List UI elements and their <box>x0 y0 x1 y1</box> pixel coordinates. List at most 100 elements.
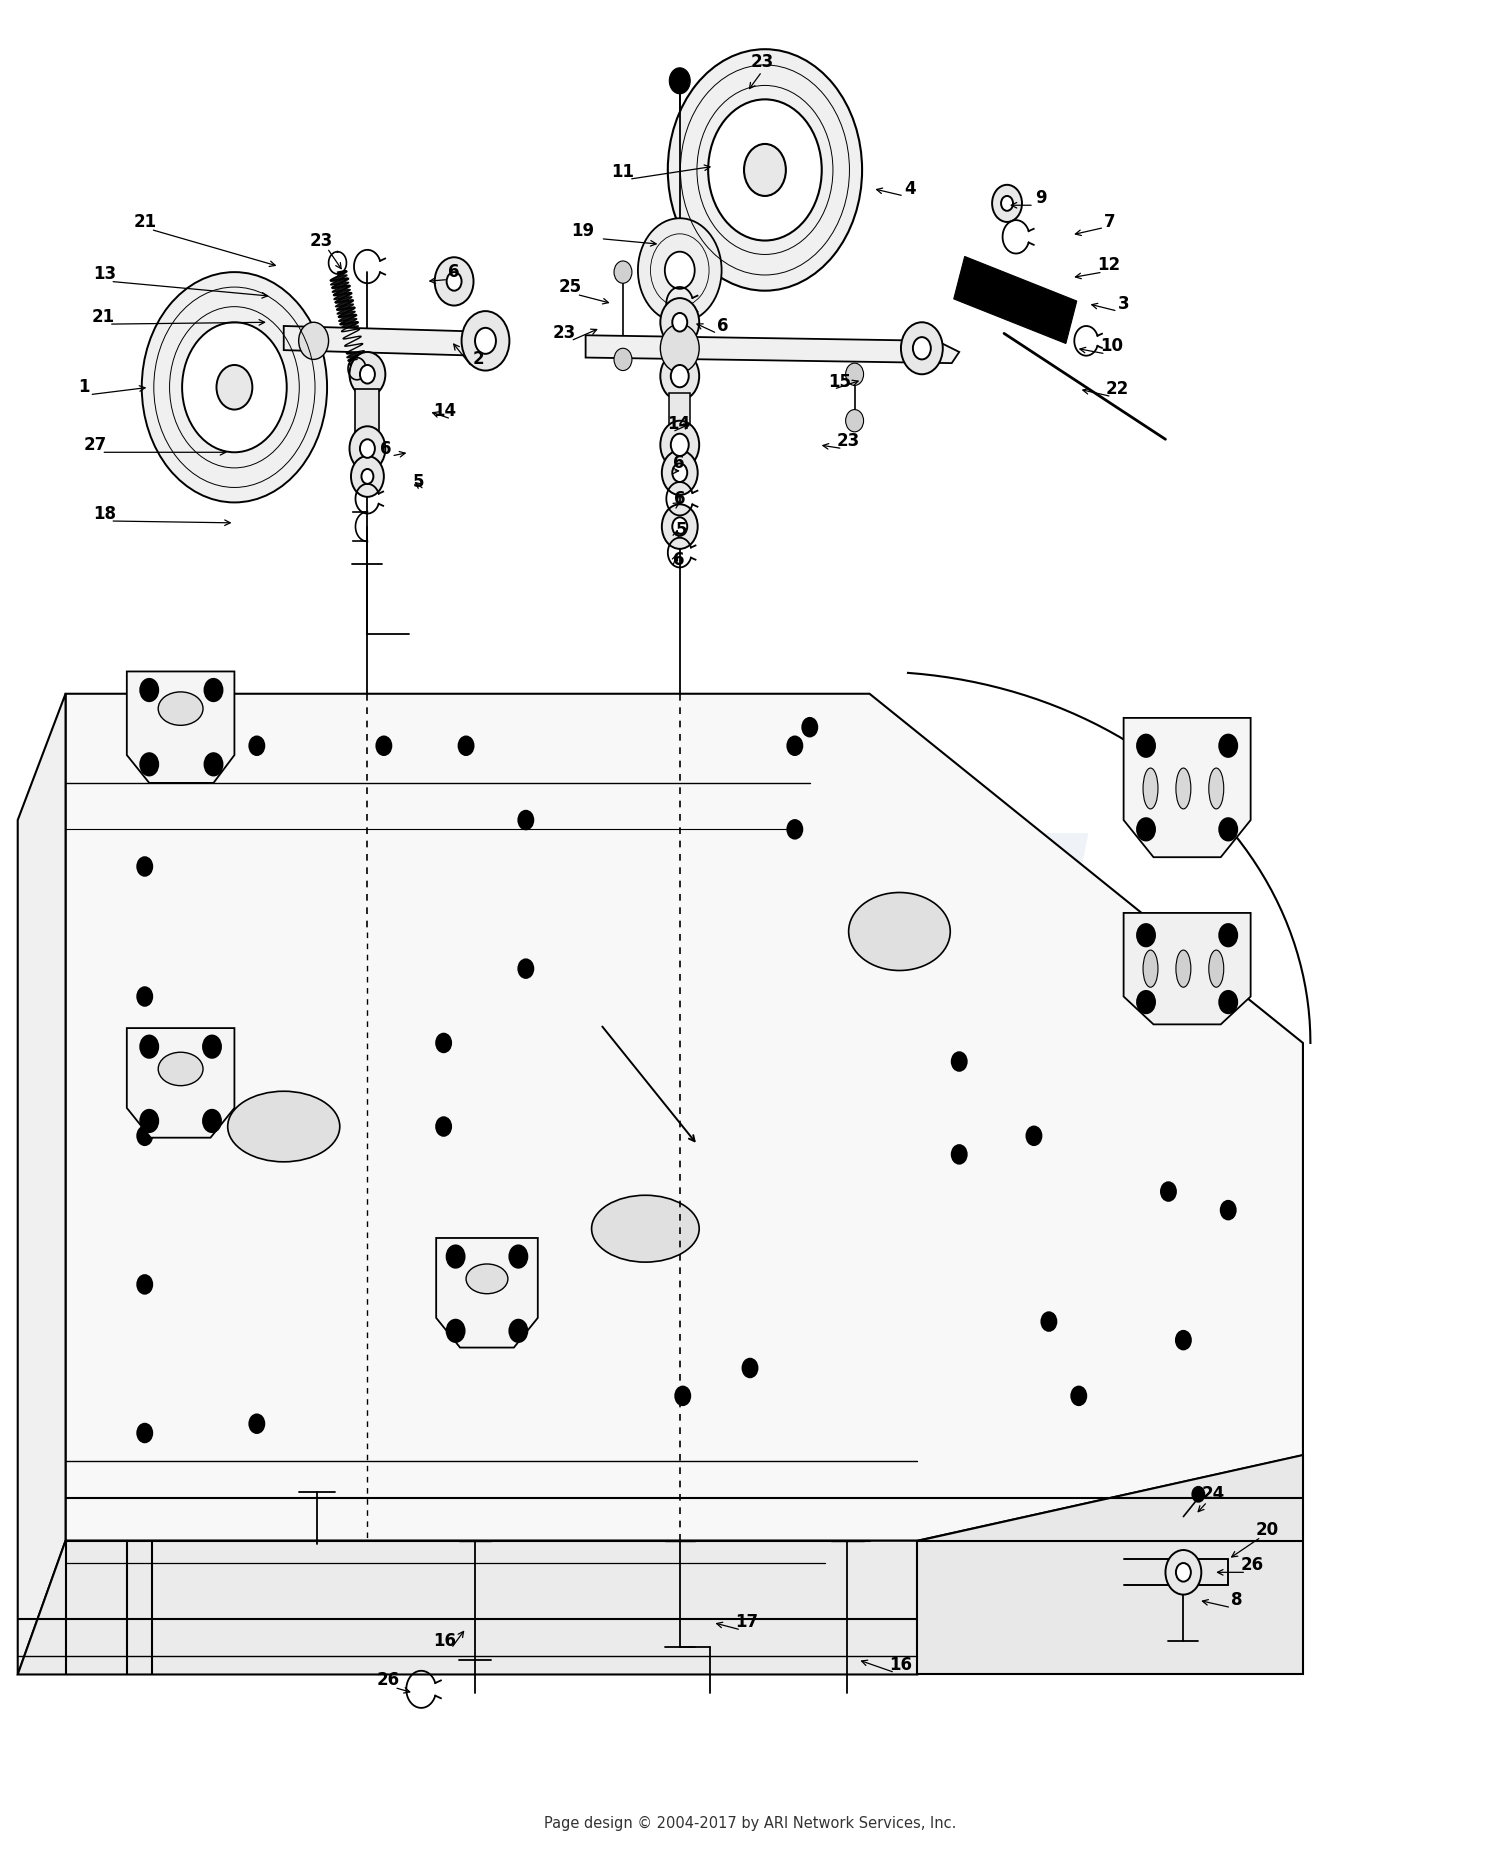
Circle shape <box>846 410 864 432</box>
Circle shape <box>660 352 699 401</box>
Circle shape <box>204 753 222 775</box>
Circle shape <box>141 1036 158 1058</box>
Text: 26: 26 <box>376 1671 400 1690</box>
Text: 7: 7 <box>1104 212 1116 231</box>
Circle shape <box>1221 1202 1236 1220</box>
Circle shape <box>436 1034 451 1053</box>
Text: 10: 10 <box>1100 337 1124 356</box>
Ellipse shape <box>1176 768 1191 809</box>
Circle shape <box>1137 991 1155 1013</box>
Text: 13: 13 <box>93 265 116 283</box>
Bar <box>669 393 690 430</box>
Text: 14: 14 <box>433 402 456 421</box>
Circle shape <box>1137 818 1155 840</box>
Circle shape <box>459 736 474 755</box>
Polygon shape <box>284 326 494 356</box>
Text: 3: 3 <box>1118 294 1130 313</box>
Circle shape <box>1176 1563 1191 1582</box>
Circle shape <box>672 464 687 483</box>
Circle shape <box>462 311 510 371</box>
Text: 2: 2 <box>472 350 484 369</box>
Ellipse shape <box>1143 950 1158 987</box>
Circle shape <box>298 322 328 360</box>
Circle shape <box>670 434 688 456</box>
Circle shape <box>672 313 687 332</box>
Circle shape <box>660 298 699 347</box>
Polygon shape <box>1124 717 1251 857</box>
Circle shape <box>638 218 722 322</box>
Circle shape <box>436 1118 451 1136</box>
Circle shape <box>350 427 386 471</box>
Circle shape <box>519 810 534 829</box>
Text: 6: 6 <box>448 263 460 281</box>
Text: 9: 9 <box>1035 188 1047 207</box>
Text: 14: 14 <box>666 415 690 434</box>
Text: 15: 15 <box>828 373 850 391</box>
Circle shape <box>519 959 534 978</box>
Circle shape <box>447 1244 465 1267</box>
Text: 26: 26 <box>1240 1556 1263 1574</box>
Circle shape <box>614 261 632 283</box>
Circle shape <box>1026 1127 1041 1146</box>
Text: 18: 18 <box>93 505 116 524</box>
Circle shape <box>202 1036 220 1058</box>
Circle shape <box>1137 734 1155 756</box>
Text: 6: 6 <box>672 551 684 568</box>
Ellipse shape <box>1209 950 1224 987</box>
Polygon shape <box>128 1028 234 1138</box>
Circle shape <box>360 365 375 384</box>
Circle shape <box>672 518 687 537</box>
Ellipse shape <box>1209 768 1224 809</box>
Circle shape <box>1192 1487 1204 1502</box>
Text: 6: 6 <box>674 490 686 509</box>
Polygon shape <box>1124 913 1251 1025</box>
Text: 16: 16 <box>890 1656 912 1675</box>
Circle shape <box>1071 1386 1086 1405</box>
Circle shape <box>204 678 222 700</box>
Circle shape <box>1176 1330 1191 1349</box>
Circle shape <box>1220 924 1238 946</box>
Circle shape <box>1137 924 1155 946</box>
Text: 6: 6 <box>672 455 684 473</box>
Text: 5: 5 <box>675 522 687 538</box>
Circle shape <box>138 736 152 755</box>
Circle shape <box>476 328 496 354</box>
Circle shape <box>142 272 327 503</box>
Text: 24: 24 <box>1202 1485 1225 1503</box>
Ellipse shape <box>158 691 203 725</box>
Polygon shape <box>918 1455 1304 1675</box>
Text: 21: 21 <box>134 212 156 231</box>
Circle shape <box>376 736 392 755</box>
Ellipse shape <box>1143 768 1158 809</box>
Polygon shape <box>18 693 66 1675</box>
Polygon shape <box>585 335 958 363</box>
Ellipse shape <box>158 1053 203 1086</box>
Circle shape <box>742 1358 758 1377</box>
Circle shape <box>660 421 699 469</box>
Text: 23: 23 <box>837 432 861 451</box>
Ellipse shape <box>228 1092 340 1163</box>
Circle shape <box>249 1414 264 1433</box>
Ellipse shape <box>466 1263 509 1293</box>
Circle shape <box>216 365 252 410</box>
Circle shape <box>138 987 152 1006</box>
Circle shape <box>662 451 698 496</box>
Text: 22: 22 <box>1106 380 1130 399</box>
Polygon shape <box>66 693 1304 1541</box>
Circle shape <box>138 1423 152 1442</box>
Text: 19: 19 <box>572 222 594 240</box>
Text: 23: 23 <box>309 231 333 250</box>
Text: 12: 12 <box>1096 255 1120 274</box>
Circle shape <box>614 348 632 371</box>
Circle shape <box>668 48 862 291</box>
Circle shape <box>660 324 699 373</box>
Circle shape <box>662 505 698 550</box>
Polygon shape <box>436 1239 538 1347</box>
Circle shape <box>351 456 384 497</box>
Circle shape <box>670 365 688 388</box>
Circle shape <box>510 1319 528 1341</box>
Text: 6: 6 <box>380 440 392 458</box>
Circle shape <box>846 363 864 386</box>
Polygon shape <box>954 257 1077 343</box>
Circle shape <box>669 67 690 93</box>
